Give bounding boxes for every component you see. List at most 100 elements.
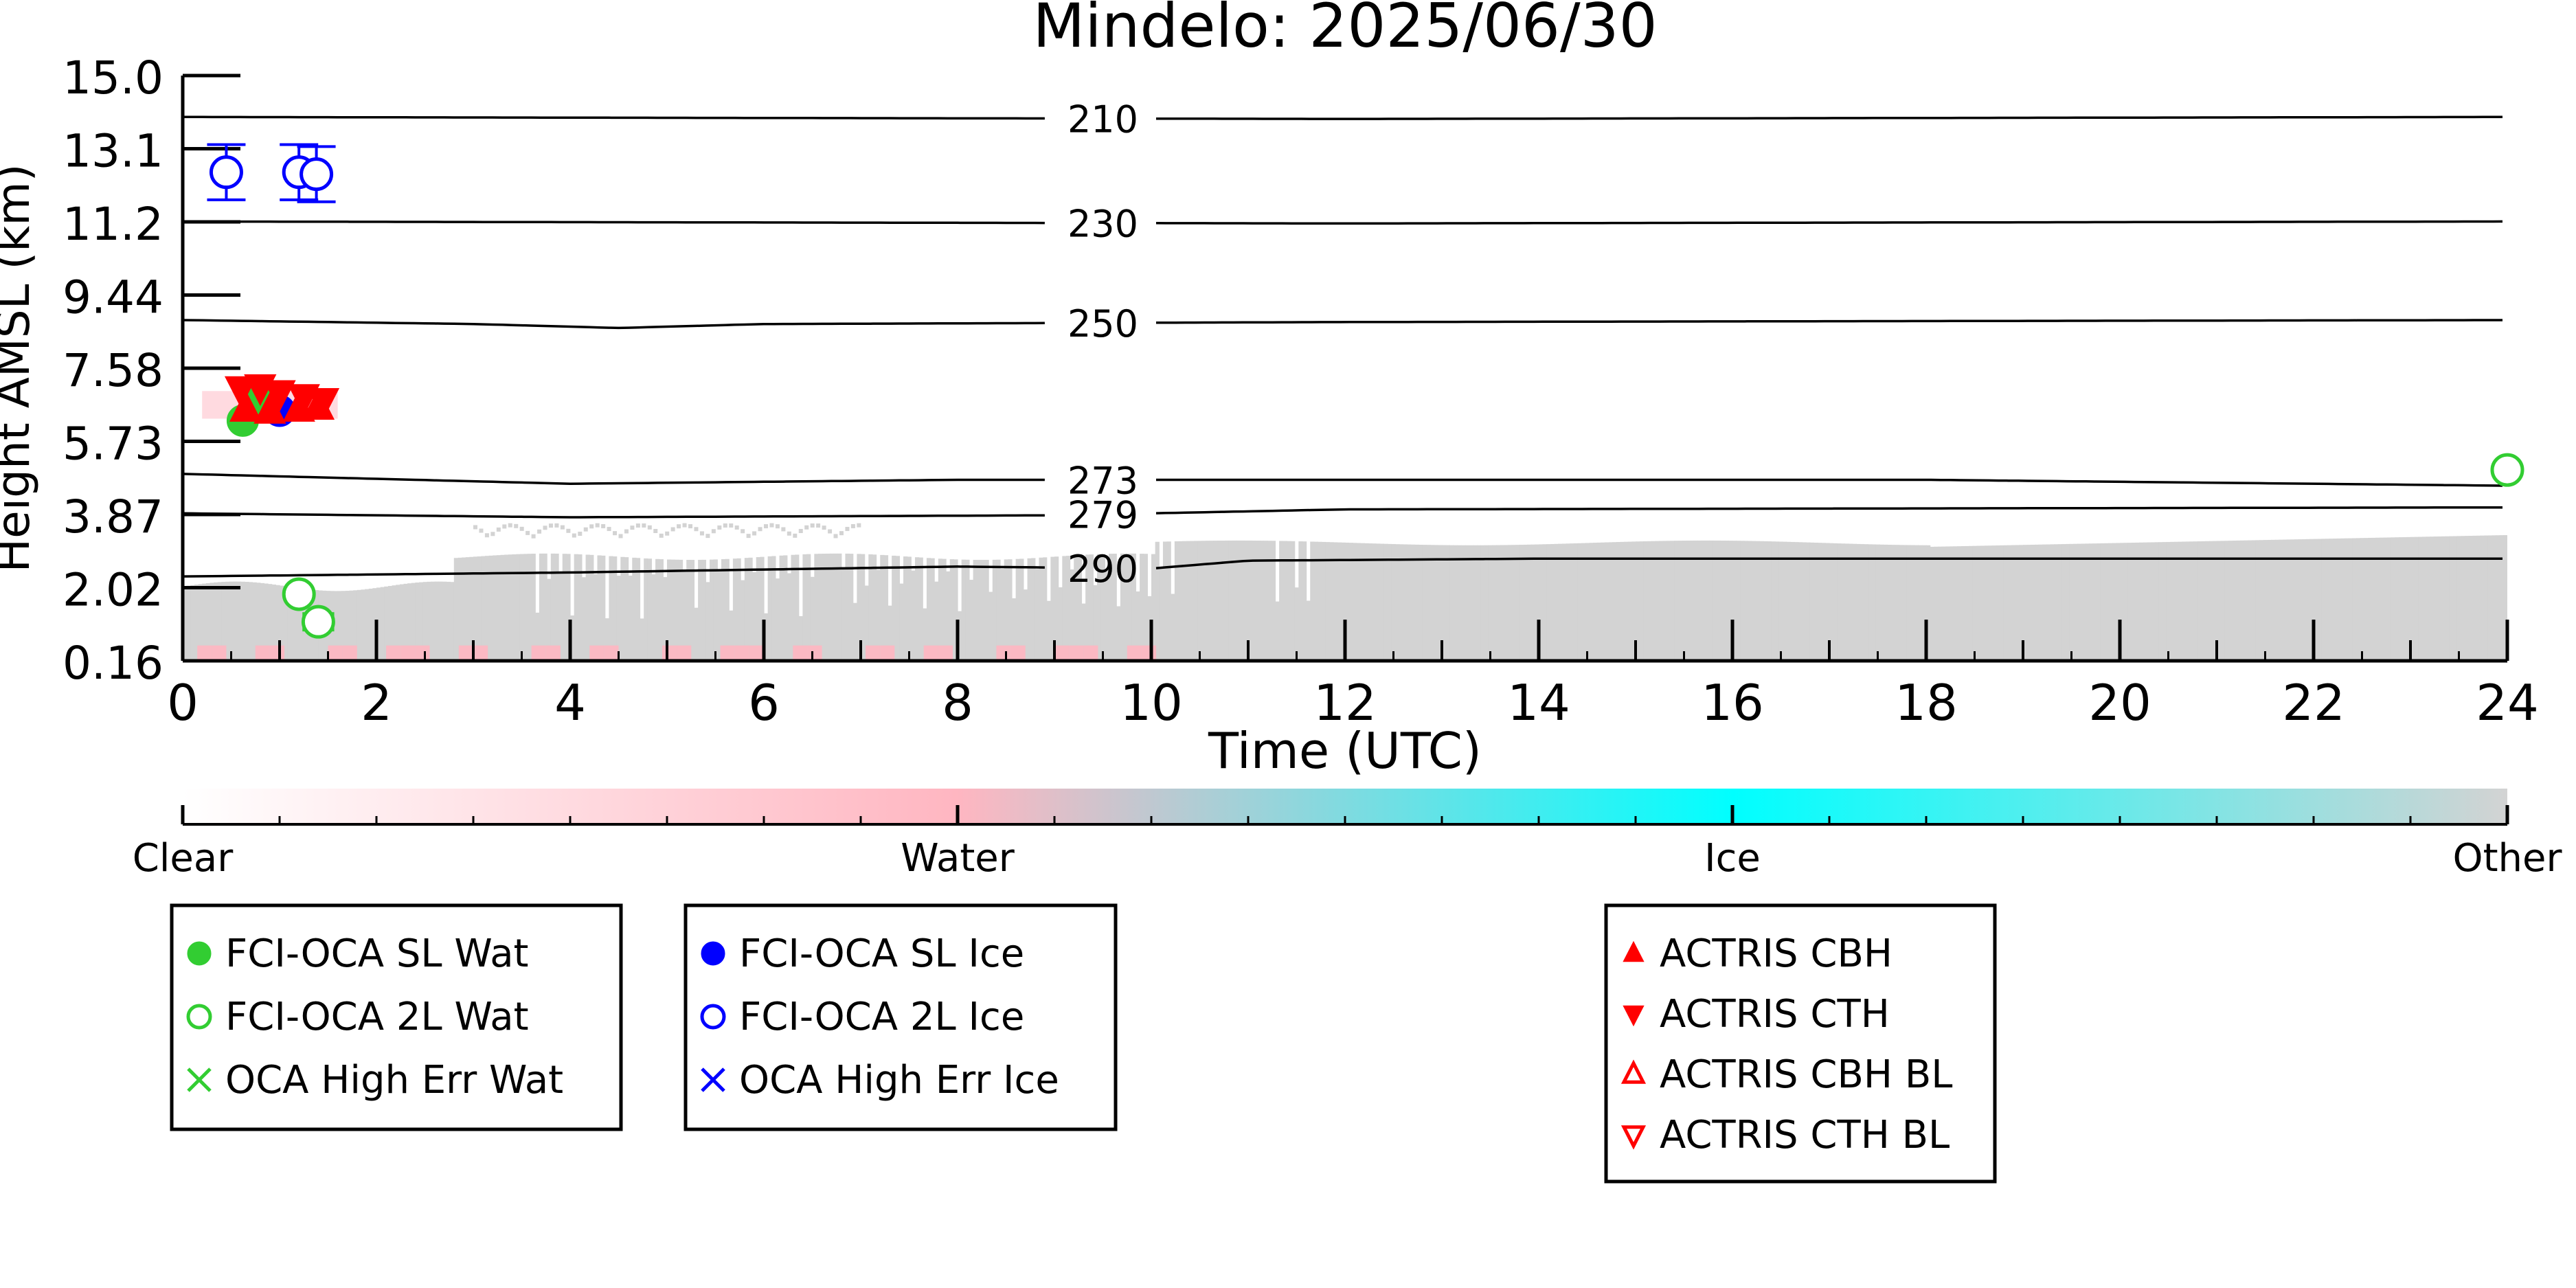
curtain-column (744, 558, 749, 661)
curtain-column (1209, 541, 1214, 661)
curtain-column (341, 591, 346, 661)
curtain-column (446, 581, 451, 661)
curtain-column (349, 590, 354, 661)
curtain-column (1558, 543, 1563, 661)
curtain-water-column (880, 645, 895, 661)
curtain-column (2464, 536, 2470, 661)
curtain-speckle (484, 533, 489, 538)
curtain-column (841, 569, 846, 661)
curtain-column (260, 583, 265, 661)
curtain-column (1221, 540, 1225, 661)
curtain-column (1937, 546, 1943, 661)
curtain-column (1821, 543, 1826, 661)
curtain-column (225, 581, 230, 661)
curtain-column (1682, 541, 1686, 661)
curtain-column (268, 584, 273, 661)
curtain-column (1228, 540, 1234, 661)
curtain-column (1329, 542, 1334, 661)
curtain-speckle (531, 534, 536, 539)
curtain-column (918, 557, 923, 661)
curtain-water-column (866, 645, 881, 661)
curtain-column (2097, 543, 2101, 661)
curtain-column (453, 558, 459, 661)
curtain-column (2147, 542, 2151, 661)
curtain-column (427, 581, 431, 661)
curtain-column (1252, 540, 1256, 661)
curtain-column (1612, 542, 1617, 661)
curtain-column (1752, 541, 1756, 661)
y-tick-label: 0.16 (63, 637, 163, 690)
curtain-column (926, 558, 931, 661)
curtain-column (806, 554, 811, 661)
curtain-column (2367, 537, 2373, 661)
curtain-water-column (793, 645, 808, 661)
curtain-column (578, 554, 583, 661)
data-markers (207, 143, 2524, 639)
curtain-column (1495, 545, 1501, 661)
curtain-column (1140, 554, 1144, 661)
curtain-column (291, 587, 296, 661)
curtain-column (2031, 544, 2035, 661)
curtain-speckle (624, 529, 629, 534)
colorbar-label: Other (2452, 836, 2562, 881)
curtain-column (2270, 539, 2276, 661)
curtain-column (930, 558, 935, 661)
curtain-column (949, 559, 954, 661)
y-tick-label: 11.2 (63, 198, 163, 251)
legend-marker (700, 1004, 726, 1030)
curtain-column (1991, 545, 1997, 661)
curtain-column (1294, 587, 1299, 661)
legend-label: ACTRIS CBH (1660, 931, 1893, 976)
curtain-speckle (607, 527, 611, 532)
legend-label: ACTRIS CTH (1660, 992, 1890, 1037)
curtain-column (1825, 543, 1830, 661)
curtain-column (2108, 543, 2113, 661)
curtain-column (1809, 542, 1815, 661)
curtain-speckle (850, 523, 855, 528)
legend-marker-shape (1620, 1059, 1647, 1084)
curtain-speckle (741, 529, 745, 534)
legend-label: OCA High Err Wat (225, 1058, 563, 1103)
curtain-column (1131, 553, 1137, 661)
curtain-column (245, 582, 249, 661)
curtain-column (938, 558, 943, 661)
curtain-column (1337, 542, 1342, 661)
curtain-speckle (758, 527, 762, 532)
curtain-speckle (723, 523, 727, 528)
curtain-column (1934, 546, 1939, 661)
curtain-column (2217, 541, 2222, 661)
curtain-column (1341, 542, 1346, 661)
curtain-column (1419, 544, 1423, 661)
curtain-water-column (938, 645, 953, 661)
curtain-column (2492, 535, 2496, 661)
curtain-column (1674, 541, 1679, 661)
curtain-column (1844, 543, 1849, 661)
curtain-column (380, 587, 385, 661)
curtain-speckle (526, 530, 530, 535)
curtain-column (2038, 544, 2043, 661)
curtain-column (2236, 540, 2241, 661)
contour-line (183, 512, 1045, 519)
curtain-column (1833, 543, 1838, 661)
curtain-column (210, 583, 214, 661)
curtain-column (384, 586, 389, 661)
curtain-speckle (839, 531, 844, 536)
curtain-water-column (749, 645, 764, 661)
curtain-column (1322, 541, 1326, 661)
curtain-column (1023, 589, 1028, 661)
curtain-water-column (677, 645, 692, 661)
curtain-column (973, 559, 978, 661)
curtain-column (717, 571, 722, 661)
curtain-column (1473, 545, 1478, 661)
curtain-column (736, 558, 741, 661)
curtain-column (252, 582, 257, 661)
curtain-column (1031, 558, 1036, 661)
curtain-column (1143, 554, 1148, 661)
curtain-column (624, 557, 629, 661)
curtain-column (2410, 536, 2415, 661)
curtain-column (1581, 543, 1586, 661)
curtain-column (392, 585, 396, 661)
curtain-column (2120, 543, 2125, 661)
curtain-column (888, 605, 892, 661)
curtain-column (2314, 539, 2318, 661)
